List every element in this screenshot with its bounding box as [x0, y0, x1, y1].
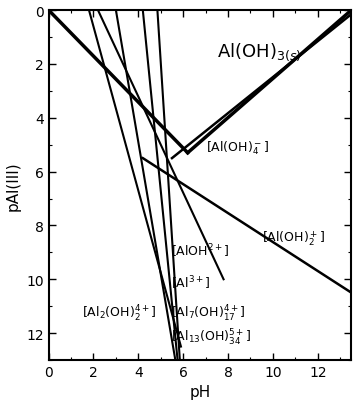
Text: [Al$_2$(OH)$_2^{4+}$]: [Al$_2$(OH)$_2^{4+}$] [82, 303, 157, 323]
Text: [Al(OH)$_2^+$]: [Al(OH)$_2^+$] [262, 229, 325, 248]
Text: Al(OH)$_{3(s)}$: Al(OH)$_{3(s)}$ [217, 41, 301, 63]
X-axis label: pH: pH [190, 384, 211, 399]
Text: [Al$_{13}$(OH)$_{34}^{5+}$]: [Al$_{13}$(OH)$_{34}^{5+}$] [171, 328, 251, 347]
Text: [Al(OH)$_4^-$]: [Al(OH)$_4^-$] [206, 139, 268, 156]
Text: [Al$^{3+}$]: [Al$^{3+}$] [171, 274, 210, 291]
Y-axis label: pAl(III): pAl(III) [6, 161, 21, 210]
Text: [AlOH$^{2+}$]: [AlOH$^{2+}$] [171, 241, 230, 259]
Text: [Al$_7$(OH)$_{17}^{4+}$]: [Al$_7$(OH)$_{17}^{4+}$] [171, 303, 245, 323]
